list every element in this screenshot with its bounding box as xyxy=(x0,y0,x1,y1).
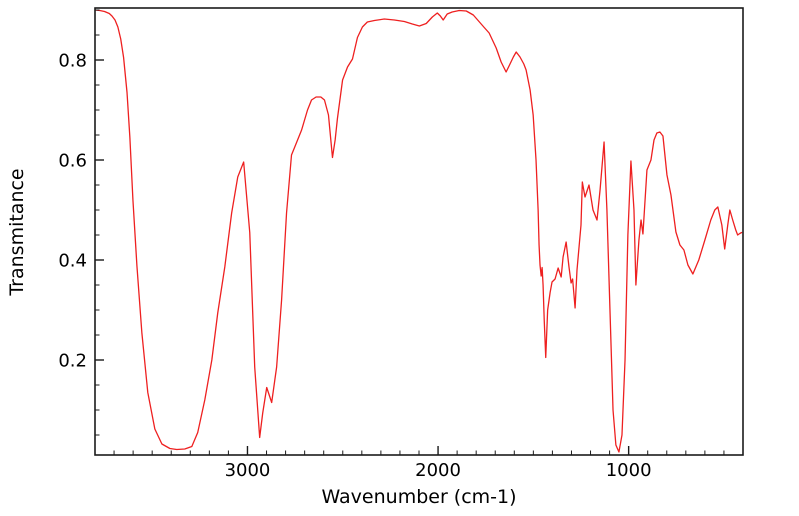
x-tick-label: 1000 xyxy=(606,460,652,481)
spectrum-line xyxy=(95,9,743,453)
y-tick-label: 0.2 xyxy=(58,351,87,372)
y-tick-label: 0.6 xyxy=(58,151,87,172)
y-tick-label: 0.8 xyxy=(58,51,87,72)
axes-box xyxy=(94,7,744,456)
x-tick-label: 3000 xyxy=(225,460,271,481)
x-axis-label: Wavenumber (cm-1) xyxy=(321,486,517,508)
y-axis-label: Transmitance xyxy=(6,168,28,296)
x-tick-label: 2000 xyxy=(415,460,461,481)
y-tick-label: 0.4 xyxy=(58,251,87,272)
